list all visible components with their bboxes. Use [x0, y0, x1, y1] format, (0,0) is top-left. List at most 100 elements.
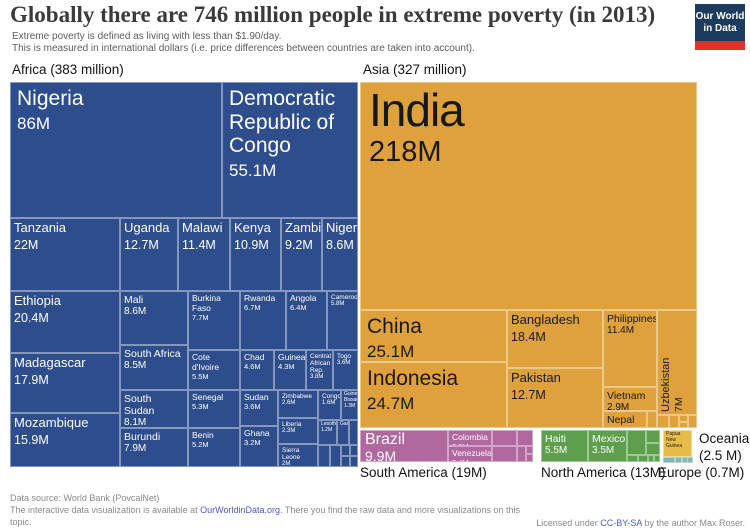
- treemap-cell-unlabeled[interactable]: [526, 446, 533, 454]
- country-name: Mexico: [592, 433, 626, 445]
- treemap-cell-unlabeled[interactable]: [318, 445, 330, 467]
- treemap-cell-mozambique[interactable]: Mozambique 15.9M: [10, 413, 120, 467]
- treemap-cell-unlabeled[interactable]: [647, 411, 657, 428]
- treemap-cell-unlabeled[interactable]: [663, 457, 675, 463]
- treemap-cell-india[interactable]: India 218M: [360, 82, 697, 310]
- treemap-cell-rwanda[interactable]: Rwanda 6.7M: [240, 291, 286, 350]
- treemap-cell-unlabeled[interactable]: [526, 454, 533, 462]
- treemap-cell-congo[interactable]: Congo 1.6M: [318, 390, 341, 420]
- treemap-cell-unlabeled[interactable]: [687, 457, 693, 463]
- treemap-cell-gambia[interactable]: Gambia: [337, 420, 349, 445]
- country-name: Nepal: [607, 414, 635, 426]
- country-name: Sudan: [244, 392, 269, 402]
- treemap-cell-unlabeled[interactable]: [669, 415, 679, 428]
- country-value: 2.4M: [607, 426, 643, 427]
- treemap-cell-sierra-leone[interactable]: Sierra Leone 2M: [278, 444, 318, 467]
- treemap-cell-malawi[interactable]: Malawi 11.4M: [178, 218, 230, 291]
- treemap-cell-colombia[interactable]: Colombia2.9M: [448, 430, 492, 446]
- treemap-cell-indonesia[interactable]: Indonesia 24.7M: [360, 362, 507, 428]
- treemap-cell-unlabeled[interactable]: [638, 455, 648, 462]
- treemap-cell-unlabeled[interactable]: [517, 430, 533, 446]
- treemap-cell-liberia[interactable]: Liberia 2.3M: [278, 418, 318, 444]
- treemap-cell-south-africa[interactable]: South Africa 8.5M: [120, 345, 188, 390]
- treemap-cell-nepal[interactable]: Nepal2.4M: [603, 411, 647, 428]
- treemap-cell-haiti[interactable]: Haiti 5.5M: [541, 430, 588, 462]
- treemap-cell-tanzania[interactable]: Tanzania 22M: [10, 218, 120, 291]
- treemap-cell-niger[interactable]: Niger 8.6M: [322, 218, 358, 291]
- treemap-cell-mali[interactable]: Mali 8.6M: [120, 291, 188, 345]
- treemap-cell-bangladesh[interactable]: Bangladesh 18.4M: [507, 310, 603, 368]
- owid-org-link[interactable]: OurWorldinData.org: [200, 505, 280, 515]
- treemap-cell-china[interactable]: China 25.1M: [360, 310, 507, 362]
- treemap-cell-unlabeled[interactable]: [627, 430, 646, 455]
- country-value: 18.4M: [511, 329, 546, 344]
- treemap-cell-unlabeled[interactable]: [492, 446, 517, 462]
- country-name: Tanzania: [14, 220, 67, 235]
- treemap-cell-south-sudan[interactable]: South Sudan 8.1M: [120, 390, 188, 428]
- treemap-cell-democratic-republic-of-congo[interactable]: Democratic Republic of Congo 55.1M: [222, 82, 358, 218]
- treemap-cell-unlabeled[interactable]: [657, 415, 669, 428]
- treemap-cell-unlabeled[interactable]: [688, 415, 697, 428]
- treemap-cell-unlabeled[interactable]: [675, 457, 682, 463]
- country-name: Cote d'Ivoire: [192, 352, 220, 372]
- treemap-cell-pakistan[interactable]: Pakistan 12.7M: [507, 368, 603, 428]
- country-value: 11.4M: [182, 237, 216, 252]
- treemap-cell-chad[interactable]: Chad 4.6M: [240, 350, 274, 390]
- treemap-cell-madagascar[interactable]: Madagascar 17.9M: [10, 353, 120, 413]
- treemap-cell-central-african-rep[interactable]: Central African Rep. 3.8M: [306, 350, 333, 390]
- treemap-cell-benin[interactable]: Benin 5.2M: [188, 428, 240, 467]
- treemap-cell-unlabeled[interactable]: [679, 422, 688, 428]
- treemap-cell-philippines[interactable]: Philippines 11.4M: [603, 310, 657, 387]
- treemap-cell-burundi[interactable]: Burundi 7.9M: [120, 428, 188, 467]
- treemap-cell-zimbabwe[interactable]: Zimbabwe 2.6M: [278, 390, 318, 418]
- treemap-cell-ethiopia[interactable]: Ethiopia 20.4M: [10, 291, 120, 353]
- treemap-cell-zambia[interactable]: Zambia 9.2M: [281, 218, 322, 291]
- treemap-cell-ghana[interactable]: Ghana 3.2M: [240, 426, 278, 467]
- treemap-cell-cameroon[interactable]: Cameroon5.8M: [327, 291, 358, 350]
- treemap-cell-unlabeled[interactable]: [350, 456, 358, 467]
- treemap-cell-unlabeled[interactable]: [646, 443, 660, 455]
- treemap-cell-papua-new-guinea[interactable]: Papua New Guinea: [663, 430, 692, 457]
- country-name: Chad: [244, 352, 265, 362]
- treemap-cell-unlabeled[interactable]: [648, 455, 654, 462]
- country-name: South Sudan: [124, 393, 155, 418]
- treemap-cell-unlabeled[interactable]: [341, 445, 350, 456]
- treemap-cell-unlabeled[interactable]: [646, 430, 660, 443]
- treemap-cell-senegal[interactable]: Senegal 5.3M: [188, 390, 240, 428]
- treemap-cell-kenya[interactable]: Kenya 10.9M: [230, 218, 281, 291]
- treemap-cell-unlabeled[interactable]: [350, 445, 358, 456]
- treemap-cell-unlabeled[interactable]: [330, 445, 341, 467]
- country-value: 55.1M: [229, 160, 277, 180]
- treemap-cell-unlabeled[interactable]: [679, 415, 688, 422]
- country-name: Sierra Leone: [282, 447, 301, 462]
- treemap-cell-unlabeled[interactable]: [492, 430, 517, 446]
- treemap-cell-unlabeled[interactable]: [517, 446, 526, 462]
- treemap-cell-burkina-faso[interactable]: Burkina Faso 7.7M: [188, 291, 240, 350]
- country-value: 5.5M: [192, 371, 209, 381]
- treemap-cell-unlabeled[interactable]: [654, 455, 660, 462]
- treemap-cell-mexico[interactable]: Mexico 3.5M: [588, 430, 627, 462]
- treemap-cell-uganda[interactable]: Uganda 12.7M: [120, 218, 178, 291]
- treemap-cell-brazil[interactable]: Brazil 9.9M: [360, 430, 448, 462]
- country-value: 1.6M: [322, 400, 336, 407]
- treemap-cell-cote-d-ivoire[interactable]: Cote d'Ivoire 5.5M: [188, 350, 240, 390]
- treemap-cell-venezuela[interactable]: Venezuela2.4M: [448, 446, 492, 462]
- country-name: Burkina Faso: [192, 293, 221, 313]
- treemap-cell-lesotho[interactable]: Lesotho1.2M: [318, 420, 337, 445]
- country-name: China: [367, 315, 422, 338]
- treemap-cell-uzbekistan[interactable]: Uzbekistan 7M: [657, 310, 697, 415]
- treemap-cell-unlabeled[interactable]: [349, 420, 358, 445]
- country-value: 8.6M: [124, 306, 147, 318]
- treemap-cell-guinea[interactable]: Guinea 4.3M: [274, 350, 306, 390]
- treemap-cell-sudan[interactable]: Sudan 3.6M: [240, 390, 278, 426]
- treemap-cell-angola[interactable]: Angola 6.4M: [286, 291, 327, 350]
- treemap-cell-togo[interactable]: Togo 3.6M: [333, 350, 358, 390]
- owid-logo[interactable]: Our World in Data: [695, 4, 745, 50]
- treemap-cell-vietnam[interactable]: Vietnam 2.9M: [603, 387, 657, 411]
- license-link[interactable]: CC-BY-SA: [600, 518, 642, 528]
- country-name: Malawi: [182, 220, 223, 235]
- treemap-cell-nigeria[interactable]: Nigeria 86M: [10, 82, 222, 218]
- treemap-cell-unlabeled[interactable]: [341, 456, 350, 467]
- treemap-cell-unlabeled[interactable]: [627, 455, 638, 462]
